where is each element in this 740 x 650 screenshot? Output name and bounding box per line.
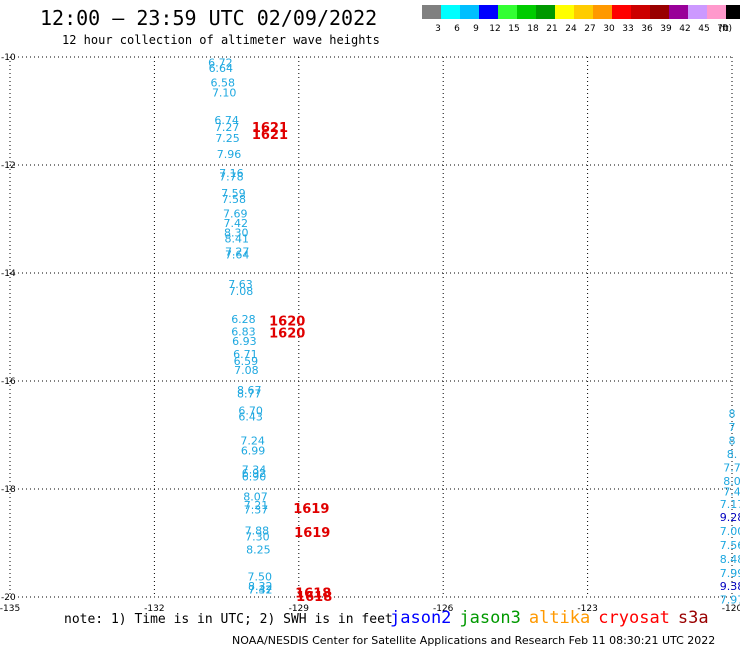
wave-height-label: 7.64 xyxy=(225,249,250,262)
wave-height-label: 8.25 xyxy=(246,543,271,556)
lat-tick-label: -14 xyxy=(1,269,16,279)
wave-height-label: 7.4 xyxy=(723,486,740,499)
lat-tick-label: -16 xyxy=(1,377,16,387)
wave-height-label: 6.99 xyxy=(241,445,266,458)
wave-height-label: 7.32 xyxy=(248,583,273,596)
wave-height-label: 6.71 xyxy=(233,348,258,361)
wave-height-label: 6.83 xyxy=(231,325,256,338)
wave-height-label: 7 xyxy=(729,421,736,434)
wave-height-label: 8.77 xyxy=(237,387,262,400)
wave-height-label: 8.32 xyxy=(248,580,273,593)
wave-height-label: 7.00 xyxy=(720,525,740,538)
wave-height-label: 7.47 xyxy=(248,583,273,596)
wave-height-label: 7.27 xyxy=(225,245,250,258)
lat-tick-label: -20 xyxy=(1,593,16,603)
wave-height-label: 6.28 xyxy=(231,313,256,326)
lon-tick-label: -132 xyxy=(144,604,164,614)
time-stamp-label: 1621 xyxy=(252,128,288,143)
wave-height-label: 6.90 xyxy=(242,471,267,484)
satellite-legend: jason2 jason3 altika cryosat s3a xyxy=(390,608,717,628)
time-stamp-label: 1621 xyxy=(252,121,288,136)
wave-height-label: 8 xyxy=(729,407,736,420)
wave-height-label: 7.63 xyxy=(228,278,253,291)
wave-height-label: 7.50 xyxy=(248,570,273,583)
wave-height-label: 7.69 xyxy=(223,208,248,221)
wave-height-label: 7.59 xyxy=(221,187,246,200)
wave-height-label: 8.07 xyxy=(243,491,268,504)
footer-credit: NOAA/NESDIS Center for Satellite Applica… xyxy=(232,634,716,647)
wave-height-label: 7.25 xyxy=(215,132,240,145)
time-stamp-label: 1620 xyxy=(269,326,305,341)
wave-height-label: 7.08 xyxy=(234,364,259,377)
wave-height-label: 6.64 xyxy=(209,62,234,75)
wave-height-label: 6.72 xyxy=(208,56,233,69)
lon-tick-label: -126 xyxy=(433,604,454,614)
wave-height-label: 7.99 xyxy=(720,567,740,580)
wave-height-label: 7.21 xyxy=(244,499,269,512)
legend-jason3: jason3 xyxy=(459,608,521,628)
wave-height-label: 7.88 xyxy=(245,525,270,538)
page-subtitle: 12 hour collection of altimeter wave hei… xyxy=(62,33,380,47)
wave-height-label: 7.7 xyxy=(723,461,740,474)
time-stamp-label: 1619 xyxy=(293,502,329,517)
time-stamp-label: 1620 xyxy=(269,315,305,330)
wave-height-label: 8.67 xyxy=(237,384,262,397)
lon-tick-label: -135 xyxy=(0,604,20,614)
legend-cryosat: cryosat xyxy=(598,608,670,628)
lon-tick-label: -129 xyxy=(289,604,310,614)
note-text: note: 1) Time is in UTC; 2) SWH is in fe… xyxy=(64,612,393,627)
wave-height-label: 7.27 xyxy=(215,121,240,134)
wave-height-label: 8.0 xyxy=(723,475,740,488)
wave-height-label: 7.42 xyxy=(223,217,248,230)
wave-height-label: 8.41 xyxy=(224,232,249,245)
wave-height-label: 7.37 xyxy=(244,504,269,517)
wave-height-label: 7.58 xyxy=(222,193,247,206)
legend-jason2: jason2 xyxy=(390,608,452,628)
wave-height-label: 7.24 xyxy=(240,434,265,447)
wave-height-label: 7.97 xyxy=(720,594,740,607)
wave-height-label: 6.43 xyxy=(238,411,263,424)
time-stamp-label: 1618 xyxy=(296,590,332,605)
wave-height-label: 7.16 xyxy=(219,167,244,180)
wave-height-label: 7.17 xyxy=(720,498,740,511)
wave-height-label: 8 xyxy=(729,434,736,447)
wave-height-label: 8. xyxy=(727,448,738,461)
wave-height-label: 6.58 xyxy=(210,76,235,89)
wave-height-label: 7.30 xyxy=(245,531,270,544)
time-stamp-label: 1619 xyxy=(294,526,330,541)
wave-height-label: 7.56 xyxy=(720,539,740,552)
wave-height-label: 8.48 xyxy=(720,553,740,566)
wave-height-label: 9.28 xyxy=(720,511,740,524)
wave-height-label: 7.08 xyxy=(229,285,254,298)
wave-height-label: 6.70 xyxy=(238,405,263,418)
wave-height-label: 7.78 xyxy=(219,170,244,183)
wave-height-label: 7.96 xyxy=(217,148,242,161)
legend-s3a: s3a xyxy=(677,608,709,628)
page-title: 12:00 – 23:59 UTC 02/09/2022 xyxy=(40,6,378,30)
legend-altika: altika xyxy=(528,608,591,628)
wave-height-label: 6.59 xyxy=(234,355,259,368)
lon-tick-label: -120 xyxy=(722,604,740,614)
wave-height-label: 9.38 xyxy=(720,580,740,593)
lat-tick-label: -12 xyxy=(1,161,16,171)
wave-height-label: 8.30 xyxy=(224,227,249,240)
lon-tick-label: -123 xyxy=(577,604,597,614)
wave-height-label: 7.10 xyxy=(212,87,237,100)
wave-height-label: 6.93 xyxy=(232,335,257,348)
lat-tick-label: -10 xyxy=(1,53,16,63)
wave-height-label: 7.34 xyxy=(242,464,267,477)
wave-height-label: 6.74 xyxy=(214,114,239,127)
lat-tick-label: -18 xyxy=(1,485,16,495)
wave-height-label: 6.92 xyxy=(242,467,267,480)
time-stamp-label: 1618 xyxy=(295,587,331,602)
